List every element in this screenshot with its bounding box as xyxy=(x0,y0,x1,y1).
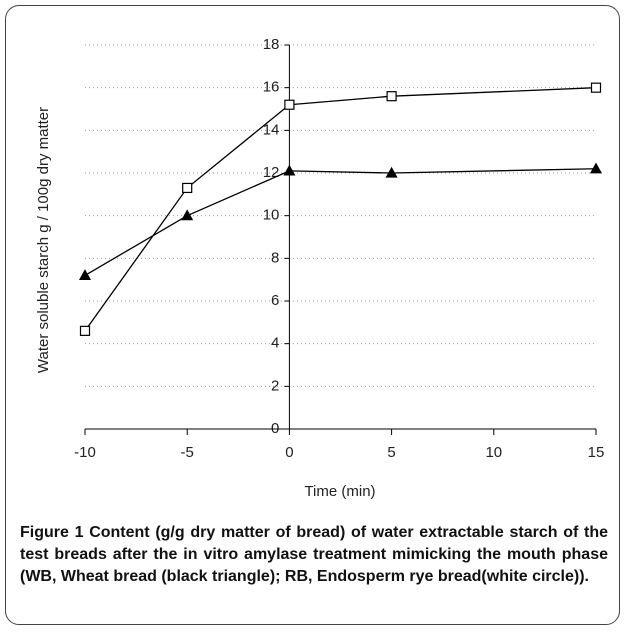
marker xyxy=(590,82,602,93)
marker xyxy=(385,166,398,178)
y-axis-label: Water soluble starch g / 100g dry matter xyxy=(35,107,52,373)
frame xyxy=(5,5,620,625)
y-tick-label: 10 xyxy=(263,207,280,224)
caption: Figure 1 Content (g/g dry matter of brea… xyxy=(20,522,608,588)
caption-label: Figure 1 xyxy=(20,524,84,541)
y-tick-label: 16 xyxy=(263,79,280,96)
x-tick-label: 10 xyxy=(485,444,502,461)
marker xyxy=(182,182,193,194)
series-line xyxy=(84,87,597,332)
marker xyxy=(181,209,194,221)
marker xyxy=(589,162,603,174)
y-tick-label: 8 xyxy=(271,249,279,266)
y-tick-label: 6 xyxy=(271,292,279,309)
y-tick-label: 0 xyxy=(271,420,279,437)
marker xyxy=(79,325,91,336)
marker xyxy=(283,164,296,176)
y-tick-label: 2 xyxy=(271,377,279,394)
y-tick-label: 4 xyxy=(271,335,279,352)
x-tick-label: 0 xyxy=(285,444,293,461)
chart: Time (min) Water soluble starch g / 100g… xyxy=(35,36,605,500)
caption-text: Content (g/g dry matter of bread) of wat… xyxy=(20,524,609,585)
y-tick-label: 18 xyxy=(263,36,280,53)
marker xyxy=(284,99,295,110)
x-tick-label: 15 xyxy=(588,444,605,461)
marker xyxy=(78,269,92,280)
x-tick-label: -10 xyxy=(74,444,96,461)
series-line xyxy=(84,168,597,276)
x-tick-label: -5 xyxy=(181,444,194,461)
x-tick-label: 5 xyxy=(387,444,395,461)
marker xyxy=(386,91,397,102)
y-tick-label: 14 xyxy=(263,121,280,138)
x-axis-label: Time (min) xyxy=(304,483,375,500)
